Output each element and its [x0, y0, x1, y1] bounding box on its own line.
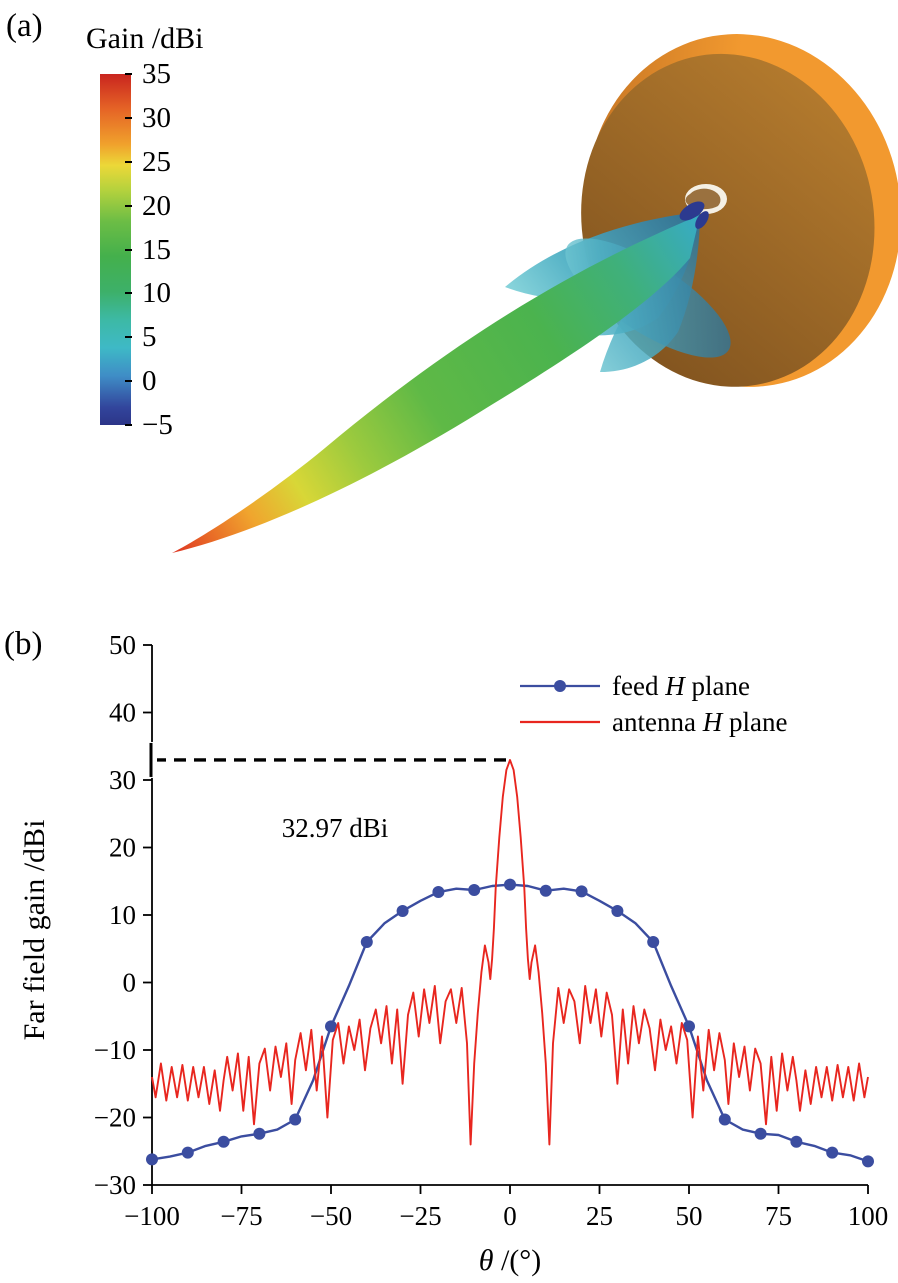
panel-a-label: (a) — [6, 8, 43, 44]
x-tick-label: 75 — [765, 1201, 792, 1231]
y-tick-label: −20 — [94, 1103, 136, 1133]
y-tick-label: 0 — [123, 968, 137, 998]
feed-h-plane-marker — [253, 1127, 266, 1140]
antenna-h-plane-curve — [151, 759, 869, 1146]
feed-h-plane-marker — [862, 1155, 874, 1168]
x-tick-label: 50 — [676, 1201, 703, 1231]
feed-h-plane-marker — [468, 884, 481, 897]
colorbar-tick-label: 20 — [142, 189, 171, 222]
feed-h-plane-marker — [790, 1135, 803, 1148]
feed-lobes — [679, 201, 709, 229]
x-tick-label: −50 — [310, 1201, 352, 1231]
colorbar-tick-mark — [125, 292, 132, 295]
y-tick-label: 50 — [109, 630, 136, 660]
colorbar-tick-mark — [125, 204, 132, 207]
colorbar-tick-label: 5 — [142, 321, 157, 354]
colorbar-title: Gain /dBi — [86, 22, 204, 55]
x-tick-label: 25 — [586, 1201, 613, 1231]
y-tick-label: 20 — [109, 833, 136, 863]
colorbar-tick-mark — [125, 160, 132, 163]
peak-gain-annotation: 32.97 dBi — [282, 813, 389, 843]
y-tick-label: 30 — [109, 765, 136, 795]
colorbar-tick-label: 30 — [142, 101, 171, 134]
x-tick-label: −75 — [220, 1201, 262, 1231]
y-tick-label: −30 — [94, 1170, 136, 1200]
colorbar-tick-mark — [125, 73, 132, 75]
x-tick-label: 100 — [848, 1201, 889, 1231]
panel-b-label: (b) — [4, 626, 43, 662]
x-tick-label: −100 — [124, 1201, 180, 1231]
radiation-pattern-3d — [172, 34, 898, 553]
colorbar-ticks: 35 30 25 20 15 10 5 0 −5 — [100, 58, 190, 441]
feed-h-plane-marker — [217, 1135, 230, 1148]
colorbar-tick-mark — [125, 424, 132, 426]
feed-h-plane-marker — [718, 1113, 731, 1126]
far-field-chart: −100 −75 −50 −25 0 25 50 75 100−30−20−1001020304… — [18, 630, 889, 1277]
legend-label: antenna H plane — [612, 707, 787, 737]
feed-h-plane-marker — [504, 878, 516, 891]
y-axis-title: Far field gain /dBi — [18, 820, 51, 1041]
x-tick-label: 0 — [503, 1201, 517, 1231]
legend-marker-sample — [554, 680, 566, 692]
feed-h-plane-marker — [289, 1113, 302, 1126]
feed-h-plane-marker — [181, 1146, 194, 1159]
feed-h-plane-marker — [647, 936, 660, 948]
colorbar-tick-label: 10 — [142, 277, 171, 310]
colorbar-tick-mark — [125, 336, 132, 339]
y-tick-label: −10 — [94, 1035, 136, 1065]
colorbar-tick-mark — [125, 380, 132, 383]
legend-label: feed H plane — [612, 671, 750, 701]
colorbar-tick-label: 0 — [142, 365, 157, 398]
y-tick-label: 40 — [109, 698, 136, 728]
feed-h-plane-curve — [151, 883, 869, 1163]
feed-h-plane-marker — [683, 1020, 695, 1033]
colorbar-tick-mark — [125, 248, 132, 251]
feed-h-plane-marker — [360, 936, 373, 948]
feed-h-plane-marker — [432, 886, 445, 899]
colorbar-tick-mark — [125, 116, 132, 119]
main-beam — [172, 215, 700, 553]
feed-h-plane-marker — [325, 1020, 337, 1033]
colorbar-tick-label: 25 — [142, 145, 171, 178]
feed-h-plane-marker — [575, 885, 588, 898]
feed-h-plane-marker — [146, 1153, 158, 1166]
feed-h-plane-marker — [396, 904, 409, 917]
y-tick-label: 10 — [109, 900, 136, 930]
x-axis-title: θ /(°) — [479, 1244, 542, 1277]
colorbar-tick-label: 35 — [142, 58, 171, 90]
feed-h-plane-marker — [539, 884, 552, 897]
colorbar-tick-label: 15 — [142, 233, 171, 266]
x-tick-label: −25 — [399, 1201, 441, 1231]
feed-h-plane-marker — [611, 904, 624, 917]
feed-h-plane-marker — [826, 1146, 839, 1159]
colorbar-tick-label: −5 — [142, 409, 173, 441]
feed-h-plane-marker — [754, 1127, 767, 1140]
